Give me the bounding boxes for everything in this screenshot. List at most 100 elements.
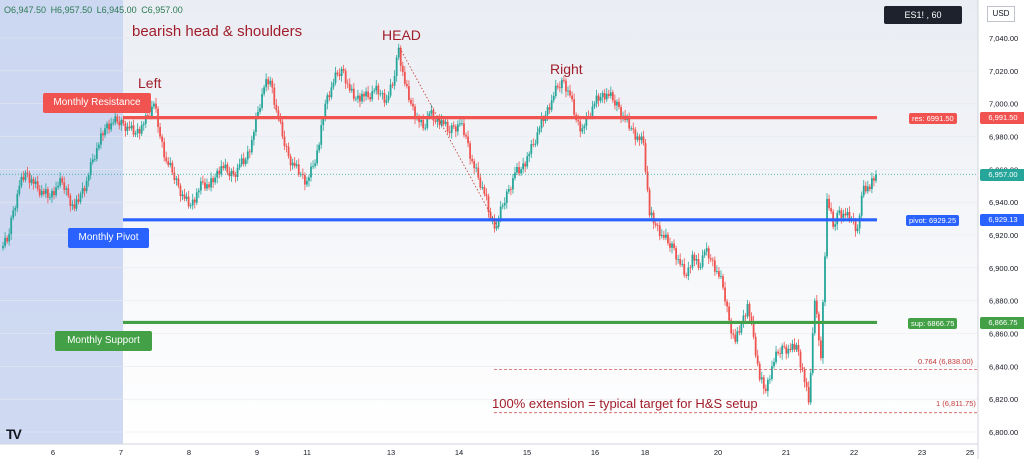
candle-body	[428, 113, 431, 117]
monthly-support-label[interactable]: Monthly Support	[55, 331, 152, 351]
time-tick-label: 7	[119, 448, 123, 457]
candle-body	[301, 174, 304, 176]
currency-button[interactable]: USD	[987, 6, 1015, 22]
candle-body	[820, 340, 822, 359]
candle-body	[257, 111, 259, 117]
candle-body	[181, 194, 184, 197]
candle-body	[271, 80, 274, 88]
candle-body	[83, 188, 86, 192]
candle-body	[748, 303, 751, 317]
candle-body	[120, 119, 123, 126]
candle-body	[489, 211, 492, 219]
candle-body	[683, 263, 686, 276]
candle-body	[412, 103, 414, 107]
candle-body	[273, 87, 276, 105]
price-tick-label: 6,980.00	[989, 133, 1018, 142]
candle-body	[826, 198, 828, 257]
candle-body	[599, 97, 602, 101]
candle-body	[730, 320, 733, 334]
candle-body	[69, 195, 72, 206]
candle-body	[752, 321, 755, 337]
candle-body	[22, 176, 25, 180]
candle-body	[144, 115, 147, 124]
candle-body	[177, 178, 180, 186]
candle-body	[828, 198, 830, 209]
price-tick-label: 6,800.00	[989, 428, 1018, 437]
candle-body	[238, 164, 241, 168]
candle-body	[687, 267, 690, 277]
candle-body	[389, 84, 392, 96]
candle-body	[281, 121, 284, 137]
ohlc-close: C6,957.00	[141, 5, 183, 15]
head-label: HEAD	[382, 27, 421, 43]
candle-body	[118, 121, 121, 126]
head-projection-line	[399, 47, 498, 227]
monthly-resistance-label[interactable]: Monthly Resistance	[43, 93, 151, 113]
candle-body	[487, 196, 490, 212]
monthly-pivot-label[interactable]: Monthly Pivot	[68, 228, 149, 248]
time-axis[interactable]: 6 7 8 9 11 13 14 15 16 18 20 21 22 23 25	[51, 448, 974, 457]
candle-body	[4, 237, 6, 246]
candle-body	[316, 150, 319, 164]
candle-body	[252, 131, 255, 140]
candle-body	[230, 170, 233, 177]
candle-body	[159, 127, 161, 137]
candle-body	[208, 184, 210, 188]
candle-body	[632, 128, 635, 130]
candle-body	[259, 108, 261, 112]
candle-body	[381, 93, 384, 94]
symbol-interval-box[interactable]: ES1! , 60	[884, 6, 962, 24]
candle-body	[167, 161, 170, 165]
candle-body	[363, 93, 365, 97]
candle-body	[569, 90, 571, 96]
candle-body	[766, 379, 769, 391]
candle-body	[864, 185, 867, 192]
candle-body	[550, 100, 553, 110]
candle-body	[30, 179, 33, 183]
candle-body	[240, 158, 243, 165]
candle-body	[777, 351, 779, 354]
candle-body	[332, 82, 335, 88]
candle-body	[418, 116, 421, 123]
candle-body	[558, 87, 561, 89]
fib-1-label: 1 (6,811.75)	[936, 399, 976, 408]
candle-body	[318, 144, 321, 151]
candle-body	[601, 93, 604, 98]
candle-body	[34, 181, 37, 184]
candle-body	[163, 141, 166, 158]
candle-body	[267, 79, 270, 85]
candle-body	[671, 243, 673, 248]
price-tick-label: 7,020.00	[989, 67, 1018, 76]
candle-body	[616, 101, 618, 106]
candle-body	[793, 343, 796, 350]
candle-body	[232, 170, 235, 175]
candle-body	[354, 98, 357, 100]
candle-body	[493, 218, 496, 229]
candle-body	[846, 211, 849, 216]
candle-body	[71, 204, 74, 206]
candle-body	[554, 85, 557, 97]
level-lines	[0, 47, 978, 414]
candle-body	[155, 103, 157, 109]
candle-body	[560, 79, 563, 89]
candle-body	[644, 143, 647, 172]
price-axis[interactable]: 7,040.007,020.007,000.006,980.006,960.00…	[989, 34, 1018, 437]
candle-body	[501, 205, 504, 207]
candle-body	[371, 91, 374, 100]
candle-body	[310, 166, 312, 178]
candle-body	[475, 167, 478, 169]
candle-body	[265, 79, 268, 88]
candle-body	[699, 266, 702, 268]
candle-body	[709, 258, 712, 260]
candle-body	[340, 68, 343, 76]
candle-body	[450, 125, 453, 133]
candle-body	[287, 146, 290, 157]
candle-body	[628, 118, 631, 129]
candle-body	[114, 116, 117, 123]
candle-body	[681, 263, 684, 265]
candle-body	[787, 348, 790, 354]
candle-body	[711, 259, 714, 261]
candle-body	[91, 159, 94, 163]
candle-body	[359, 95, 361, 102]
